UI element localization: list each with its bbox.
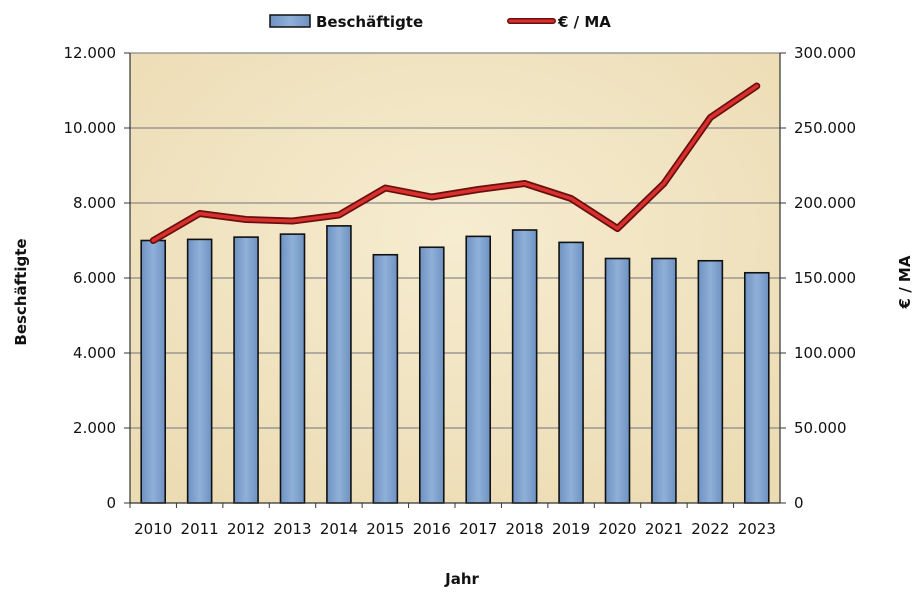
x-tick-label-2022: 2022 [691,520,729,538]
line-point-2016 [430,195,434,199]
x-tick-label-2016: 2016 [413,520,451,538]
x-tick-label-2018: 2018 [506,520,544,538]
bar-2010 [140,239,167,504]
bar-2015 [372,253,399,504]
legend-label-euro-per-ma: € / MA [557,13,611,31]
y-axis-left-title: Beschäftigte [12,238,30,345]
x-tick-label-2015: 2015 [366,520,404,538]
bar-2011 [186,238,213,504]
bar-2020 [604,257,631,504]
line-point-2023 [755,84,759,88]
x-axis-ticks: 2010 2011 2012 2013 2014 2015 2016 2017 2018 2019… [129,503,776,538]
legend-label-beschaeftigte: Beschäftigte [316,13,423,31]
x-tick-label-2023: 2023 [738,520,776,538]
y-left-tick-label: 6.000 [73,269,116,287]
line-point-2011 [198,212,202,215]
line-point-2012 [244,218,248,221]
line-series-euro-per-ma [149,82,761,244]
y-right-tick-label: 250.000 [794,119,856,137]
bar-2013 [279,233,306,504]
line-point-2021 [662,182,666,185]
bar-2017 [465,235,492,504]
line-point-2014 [337,213,341,217]
bar-2019 [558,241,584,504]
y-left-tick-label: 0 [106,494,116,512]
y-left-tick-label: 10.000 [64,119,117,137]
line-point-2018 [523,182,527,185]
bar-series-beschaeftigte [140,225,770,504]
x-tick-label-2017: 2017 [459,520,497,538]
x-tick-label-2011: 2011 [181,520,219,538]
bar-2018 [511,229,538,504]
line-point-2022 [708,116,712,119]
y-right-tick-label: 0 [794,494,804,512]
line-path [151,84,759,243]
y-right-tick-label: 300.000 [794,44,856,62]
x-tick-label-2013: 2013 [273,520,311,538]
line-point-2015 [383,186,387,190]
y-left-tick-label: 8.000 [73,194,116,212]
legend-swatch-beschaeftigte [269,14,311,28]
line-point-2010 [151,239,155,242]
y-axis-left-ticks: 0 2.000 4.000 6.000 8.000 10.000 12.000 [64,44,130,512]
y-left-tick-label: 4.000 [73,344,116,362]
bar-2012 [233,236,259,504]
bar-2022 [697,259,724,504]
legend: Beschäftigte € / MA [269,13,611,31]
y-axis-right-title: € / MA [896,255,914,309]
x-tick-label-2021: 2021 [645,520,683,538]
y-axis-right-ticks: 0 50.000 100.000 150.000 200.000 250.000 300.0… [780,44,856,512]
y-right-tick-label: 50.000 [794,419,847,437]
x-tick-label-2020: 2020 [598,520,636,538]
x-tick-label-2019: 2019 [552,520,590,538]
y-left-tick-label: 2.000 [73,419,116,437]
line-point-2019 [569,197,573,200]
x-tick-label-2012: 2012 [227,520,265,538]
y-right-tick-label: 100.000 [794,344,856,362]
x-tick-label-2010: 2010 [134,520,172,538]
y-right-tick-label: 200.000 [794,194,856,212]
bar-2021 [651,257,677,504]
bar-2016 [418,246,445,504]
x-tick-label-2014: 2014 [320,520,358,538]
bar-2023 [743,271,770,504]
bar-2014 [326,225,352,504]
x-axis-title: Jahr [444,570,479,588]
line-point-2013 [291,219,294,223]
y-right-tick-label: 150.000 [794,269,856,287]
line-point-2017 [476,188,480,191]
line-point-2020 [616,227,619,230]
y-left-tick-label: 12.000 [64,44,117,62]
